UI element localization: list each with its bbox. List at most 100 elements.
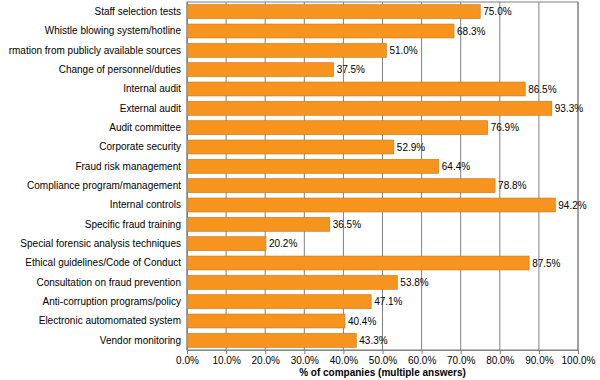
x-tick: 50.0% xyxy=(369,350,397,366)
y-tick-label: Whistle blowing system/hotline xyxy=(45,25,182,36)
x-tick-label: 0.0% xyxy=(176,355,199,366)
bar xyxy=(187,333,356,347)
x-tick: 90.0% xyxy=(525,350,553,366)
plot-frame xyxy=(187,2,578,350)
data-label: 87.5% xyxy=(532,258,560,269)
grid-line xyxy=(499,2,500,350)
y-tick: Specific fraud training xyxy=(85,219,187,230)
data-label: 76.9% xyxy=(491,122,519,133)
y-tick: Fraud risk management xyxy=(75,161,187,172)
y-tick-label: Ethical guidelines/Code of Conduct xyxy=(25,257,181,268)
x-tick-mark xyxy=(578,350,579,354)
data-label: 37.5% xyxy=(337,64,365,75)
y-tick: Change of personnel/duties xyxy=(59,64,187,75)
bar xyxy=(187,275,397,289)
bar xyxy=(187,140,394,154)
y-tick: Consultation on fraud prevention xyxy=(36,277,187,288)
x-tick-label: 40.0% xyxy=(330,355,358,366)
x-tick: 40.0% xyxy=(330,350,358,366)
y-tick-label: External audit xyxy=(120,103,181,114)
x-tick-label: 60.0% xyxy=(408,355,436,366)
y-tick: Corporate security xyxy=(99,141,187,152)
data-labels: 75.0% 68.3% 51.0% 37.5% 86.5% 93.3% 76.9% 52.9%… xyxy=(269,6,587,346)
bar xyxy=(187,121,488,135)
y-tick: Compliance program/management xyxy=(27,180,187,191)
grid-line xyxy=(538,2,539,350)
y-tick-label: Compliance program/management xyxy=(27,180,181,191)
data-label: 52.9% xyxy=(397,142,425,153)
y-tick: Special forensic analysis techniques xyxy=(20,238,187,249)
x-tick-mark xyxy=(226,350,227,354)
y-tick: Ethical guidelines/Code of Conduct xyxy=(25,257,187,268)
chart: Staff selection tests Whistle blowing sys… xyxy=(0,0,600,380)
y-tick: Audit committee xyxy=(109,122,187,133)
y-tick-label: Fraud risk management xyxy=(75,161,181,172)
x-tick-mark xyxy=(422,350,423,354)
x-tick-mark xyxy=(265,350,266,354)
y-axis: Staff selection tests Whistle blowing sys… xyxy=(9,3,188,351)
y-tick-label: Change of personnel/duties xyxy=(59,64,181,75)
data-label: 47.1% xyxy=(374,296,402,307)
data-label: 93.3% xyxy=(555,103,583,114)
data-label: 86.5% xyxy=(528,84,556,95)
x-tick-mark xyxy=(461,350,462,354)
x-tick-label: 30.0% xyxy=(291,355,319,366)
x-tick-label: 50.0% xyxy=(369,355,397,366)
x-tick-mark xyxy=(383,350,384,354)
x-tick-mark xyxy=(304,350,305,354)
data-label: 68.3% xyxy=(457,26,485,37)
grid-line xyxy=(460,2,461,350)
y-tick-label: rmation from publicly available sources xyxy=(9,45,181,56)
y-tick: rmation from publicly available sources xyxy=(9,45,187,56)
y-tick: Staff selection tests xyxy=(94,6,187,17)
bar xyxy=(187,217,330,231)
bar xyxy=(187,43,386,57)
x-tick-mark xyxy=(539,350,540,354)
bar xyxy=(187,5,480,19)
x-tick-label: 10.0% xyxy=(212,355,240,366)
x-tick: 10.0% xyxy=(212,350,240,366)
data-label: 20.2% xyxy=(269,238,297,249)
x-axis-line xyxy=(188,351,579,355)
y-tick-label: Specific fraud training xyxy=(85,219,181,230)
y-tick-label: Internal audit xyxy=(123,83,181,94)
x-tick: 70.0% xyxy=(447,350,475,366)
y-tick-label: Special forensic analysis techniques xyxy=(20,238,181,249)
y-tick-label: Corporate security xyxy=(99,141,181,152)
bar xyxy=(187,179,495,193)
x-tick-label: 70.0% xyxy=(447,355,475,366)
y-tick: Internal controls xyxy=(110,199,187,210)
bar xyxy=(187,256,529,270)
y-tick-label: Anti-corruption programs/policy xyxy=(43,296,181,307)
bar xyxy=(187,314,345,328)
bar xyxy=(187,101,552,115)
y-tick: Electronic automomated system xyxy=(39,315,187,326)
y-tick-label: Audit committee xyxy=(109,122,181,133)
x-tick-mark xyxy=(500,350,501,354)
data-label: 51.0% xyxy=(389,45,417,56)
data-label: 94.2% xyxy=(558,200,586,211)
bar xyxy=(187,159,439,173)
y-tick-label: Vendor monitoring xyxy=(100,335,181,346)
bar xyxy=(187,237,266,251)
bar xyxy=(187,82,525,96)
y-tick-label: Internal controls xyxy=(110,199,181,210)
data-label: 53.8% xyxy=(400,277,428,288)
x-tick: 0.0% xyxy=(176,350,199,366)
x-tick-label: 20.0% xyxy=(252,355,280,366)
x-tick-mark xyxy=(187,350,188,354)
x-tick: 80.0% xyxy=(486,350,514,366)
y-tick: External audit xyxy=(120,103,187,114)
bar xyxy=(187,198,555,212)
bar xyxy=(187,63,334,77)
x-tick-label: 90.0% xyxy=(525,355,553,366)
x-axis-title: % of companies (multiple answers) xyxy=(299,367,466,378)
grid xyxy=(187,2,578,350)
x-tick: 60.0% xyxy=(408,350,436,366)
data-label: 75.0% xyxy=(483,6,511,17)
y-tick-label: Consultation on fraud prevention xyxy=(36,277,181,288)
y-tick: Internal audit xyxy=(123,83,187,94)
x-axis: 0.0% 10.0% 20.0% 30.0% 40.0% 50.0% 60.0% 70.0% 8… xyxy=(176,350,595,366)
data-label: 64.4% xyxy=(442,161,470,172)
y-tick: Vendor monitoring xyxy=(100,335,187,346)
